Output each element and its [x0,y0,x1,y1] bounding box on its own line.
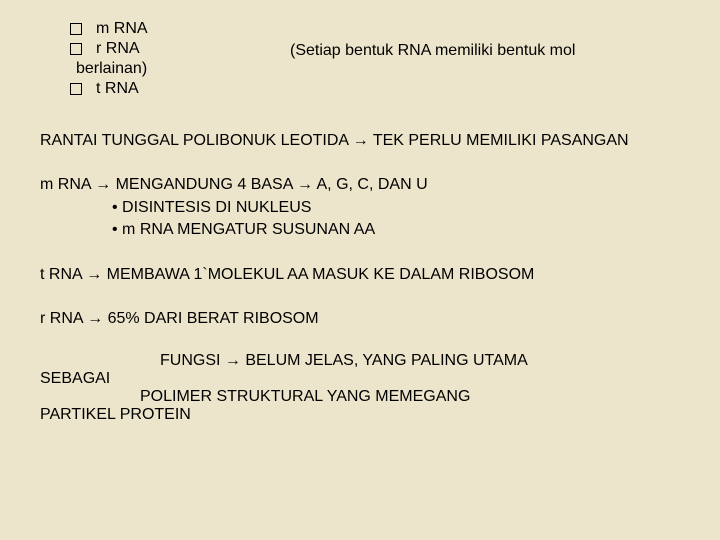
para2-line3: m RNA MENGATUR SUSUNAN AA [112,219,680,241]
bullet-label: m RNA [96,20,148,38]
paragraph-4: r RNA → 65% DARI BERAT RIBOSOM [40,308,680,330]
para5-line1b: SEBAGAI [40,370,680,388]
bullet-label: berlainan) [76,60,147,78]
paragraph-1: RANTAI TUNGGAL POLIBONUK LEOTIDA → TEK P… [40,130,680,152]
bullet-list: m RNA r RNA berlainan) t RNA [70,20,270,100]
checkbox-icon [70,83,82,95]
para2-line2: DISINTESIS DI NUKLEUS [112,197,680,219]
paragraph-2: m RNA → MENGANDUNG 4 BASA → A, G, C, DAN… [40,174,680,241]
bullet-item: r RNA [70,40,270,58]
bullet-label: r RNA [96,40,140,58]
para5-line2: POLIMER STRUKTURAL YANG MEMEGANG [140,388,680,406]
bullet-label: t RNA [96,80,139,98]
top-section: m RNA r RNA berlainan) t RNA (Setiap ben… [40,20,680,100]
paragraph-5: FUNGSI → BELUM JELAS, YANG PALING UTAMA … [40,352,680,424]
para2-line1: m RNA → MENGANDUNG 4 BASA → A, G, C, DAN… [40,174,680,196]
checkbox-icon [70,23,82,35]
bullet-item: m RNA [70,20,270,38]
checkbox-icon [70,43,82,55]
bullet-item: berlainan) [76,60,270,78]
para5-line1: FUNGSI → BELUM JELAS, YANG PALING UTAMA [160,352,680,370]
paragraph-3: t RNA → MEMBAWA 1`MOLEKUL AA MASUK KE DA… [40,264,680,286]
side-note: (Setiap bentuk RNA memiliki bentuk mol [290,20,575,100]
bullet-item: t RNA [70,80,270,98]
para5-line2b: PARTIKEL PROTEIN [40,406,680,424]
